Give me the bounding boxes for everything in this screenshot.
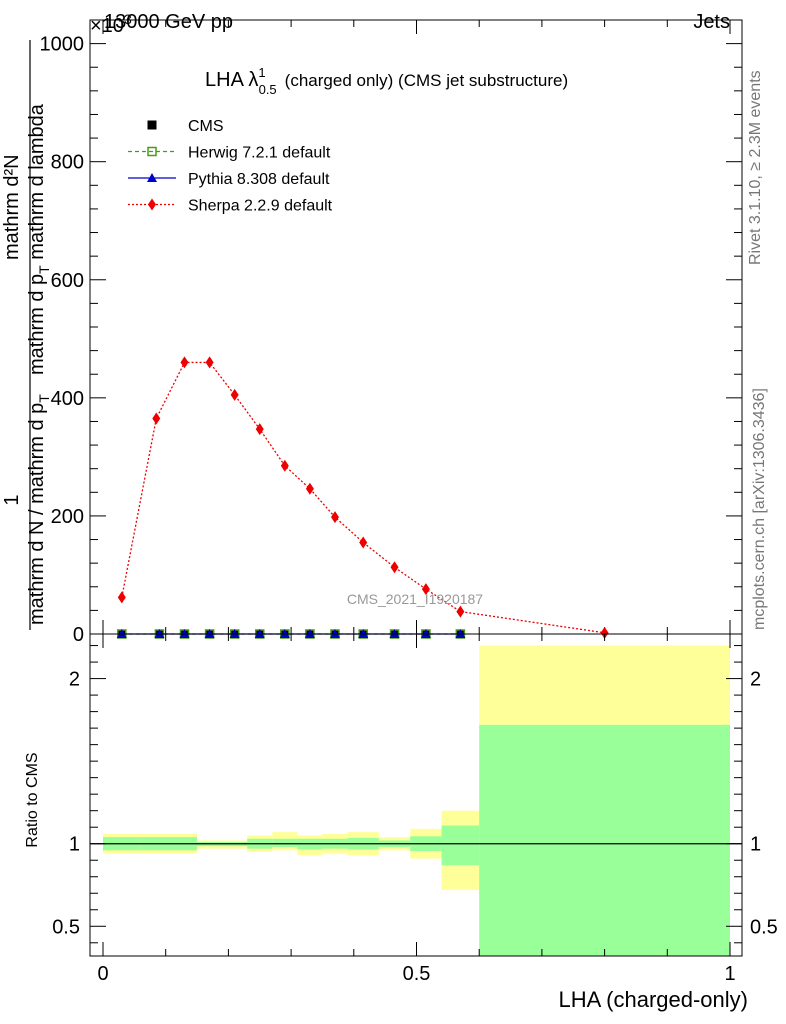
sherpa-point bbox=[390, 561, 399, 574]
legend-entry: Herwig 7.2.1 default bbox=[188, 145, 331, 162]
energy-label: 13000 GeV pp bbox=[104, 11, 233, 33]
ratio-axes: 0.5 0.5 1 1 2 2 0 0.5 1 bbox=[52, 634, 778, 985]
ratio-ylabel: Ratio to CMS bbox=[24, 752, 41, 847]
y-tick-label: 800 bbox=[51, 152, 84, 174]
ratio-bands bbox=[90, 645, 742, 956]
ratio-inner-band bbox=[479, 724, 730, 956]
sherpa-point bbox=[330, 511, 339, 524]
ratio-inner-band bbox=[272, 838, 298, 848]
sherpa-point bbox=[180, 356, 189, 369]
sherpa-point bbox=[152, 412, 161, 425]
series-3 bbox=[117, 356, 609, 639]
sherpa-point bbox=[230, 388, 239, 401]
chart-title: LHA λ1 0.5 (charged only) (CMS jet substru… bbox=[205, 65, 568, 97]
mcplots-label: mcplots.cern.ch [arXiv:1306.3436] bbox=[751, 388, 768, 630]
ratio-y-tick-label: 0.5 bbox=[52, 916, 80, 938]
legend-entry: Pythia 8.308 default bbox=[188, 171, 330, 188]
pythia-point bbox=[147, 173, 157, 182]
cms-point bbox=[147, 120, 157, 130]
rivet-version-label: Rivet 3.1.10, ≥ 2.3M events bbox=[747, 70, 764, 265]
herwig-point bbox=[147, 146, 157, 157]
main-plot-frame bbox=[89, 19, 743, 635]
y-tick-label: 0 bbox=[73, 624, 84, 646]
legend-entry: Sherpa 2.2.9 default bbox=[188, 198, 333, 215]
sherpa-point bbox=[280, 459, 289, 472]
ratio-y-tick-label: 1 bbox=[69, 834, 80, 856]
x-tick-label: 0.5 bbox=[403, 963, 431, 985]
sherpa-point bbox=[359, 536, 368, 549]
ylabel-numerator: 1 bbox=[1, 494, 23, 505]
ylabel-second-denominator: mathrm d pT mathrm d lambda bbox=[26, 103, 52, 375]
sherpa-point bbox=[255, 423, 264, 436]
legend: CMS Herwig 7.2.1 default Pythia 8.308 defa… bbox=[128, 118, 333, 215]
y-tick-label: 600 bbox=[51, 270, 84, 292]
main-ylabel: 1 mathrm d N / mathrm d pT mathrm d²N ma… bbox=[1, 40, 52, 630]
sherpa-point bbox=[148, 198, 156, 211]
sherpa-point bbox=[117, 591, 126, 604]
ratio-y-tick-label-right: 1 bbox=[750, 834, 761, 856]
sherpa-point bbox=[600, 626, 609, 639]
ylabel-second-numerator: mathrm d²N bbox=[1, 154, 23, 260]
sherpa-point bbox=[421, 583, 430, 596]
legend-entry: CMS bbox=[188, 118, 224, 135]
x-tick-label: 0 bbox=[97, 963, 108, 985]
ratio-y-tick-label-right: 0.5 bbox=[750, 916, 778, 938]
main-axes: 0 200 400 600 800 1000 bbox=[40, 19, 742, 646]
x-axis-label: LHA (charged-only) bbox=[558, 987, 748, 1012]
x-tick-label: 1 bbox=[724, 963, 735, 985]
ylabel-denominator: mathrm d N / mathrm d pT bbox=[26, 394, 52, 625]
ratio-inner-band bbox=[441, 825, 480, 866]
y-tick-label: 1000 bbox=[40, 34, 85, 56]
sherpa-point bbox=[456, 605, 465, 618]
ratio-y-tick-label: 2 bbox=[69, 669, 80, 691]
series-line bbox=[121, 361, 605, 634]
ratio-y-tick-label-right: 2 bbox=[750, 669, 761, 691]
sherpa-point bbox=[205, 356, 214, 369]
y-tick-label: 400 bbox=[51, 388, 84, 410]
analysis-watermark: CMS_2021_I1920187 bbox=[347, 591, 483, 607]
y-tick-label: 200 bbox=[51, 506, 84, 528]
process-label: Jets bbox=[693, 11, 730, 33]
sherpa-point bbox=[305, 482, 314, 495]
